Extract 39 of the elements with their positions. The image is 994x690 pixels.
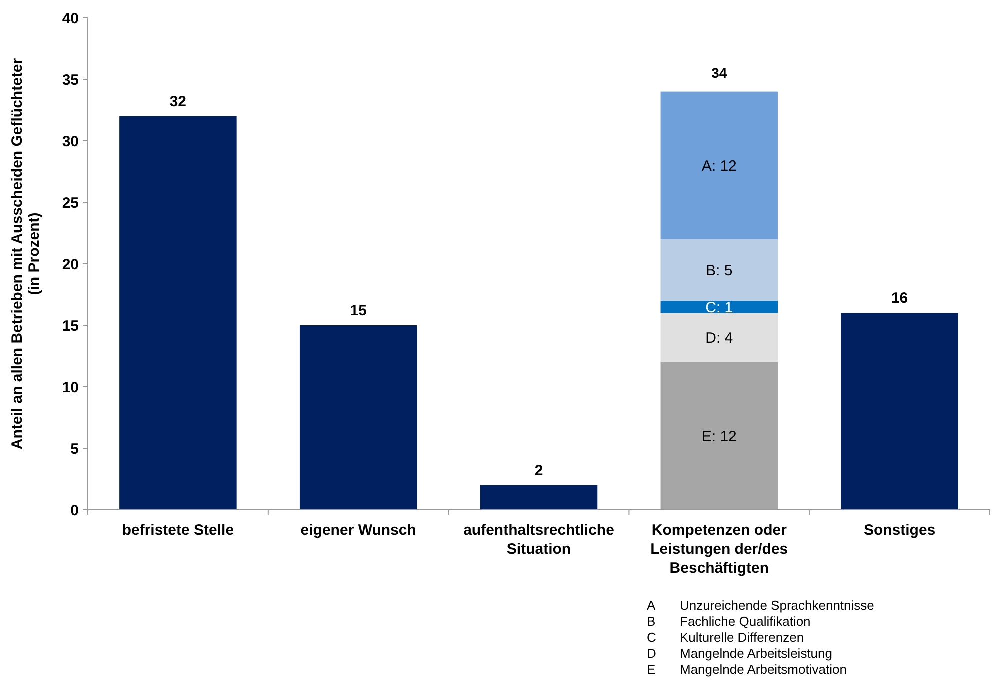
- text: C Kulturelle Differenzen: [647, 630, 804, 645]
- bar: [300, 326, 418, 510]
- text: D Mangelnde Arbeitsleistung: [647, 646, 832, 661]
- bar: [660, 313, 778, 362]
- x-tick-label: befristete Stelle: [122, 522, 234, 539]
- data-label: 32: [170, 93, 187, 110]
- bar: [660, 362, 778, 510]
- text: A Unzureichende Sprachkenntnisse: [647, 598, 874, 613]
- data-label: B: 5: [706, 262, 733, 280]
- total-label: 34: [712, 64, 728, 81]
- y-tick-label: 25: [62, 194, 79, 212]
- bar: [660, 92, 778, 240]
- data-label: A: 12: [702, 158, 737, 175]
- y-tick-label: 15: [62, 318, 79, 335]
- x-tick-label: eigener Wunsch: [300, 522, 416, 539]
- data-label: 16: [891, 290, 908, 308]
- x-tick-label: Sonstiges: [864, 522, 936, 539]
- data-label: E: 12: [702, 428, 737, 446]
- data-label: C: 1: [706, 299, 734, 316]
- text: B Fachliche Qualifikation: [647, 614, 811, 629]
- data-label: D: 4: [706, 330, 734, 348]
- y-tick-label: 10: [62, 379, 79, 396]
- bar: [120, 116, 237, 510]
- bar: [660, 300, 778, 314]
- y-tick-label: 35: [62, 72, 79, 89]
- y-tick-label: 20: [62, 256, 79, 274]
- y-tick-label: 0: [70, 502, 79, 520]
- y-tick-label: 30: [62, 133, 79, 150]
- text: E Mangelnde Arbeitsmotivation: [647, 662, 847, 677]
- x-tick-label: aufenthaltsrechtliche Situation: [464, 522, 614, 558]
- data-label: 15: [350, 302, 367, 320]
- data-label: 2: [534, 462, 544, 480]
- bar: [480, 485, 598, 510]
- y-tick-label: 5: [70, 440, 79, 458]
- y-tick-label: 40: [62, 10, 79, 28]
- bar: [660, 239, 778, 301]
- bar: [841, 313, 958, 510]
- y-axis-title: Anteil an allen Betrieben mit Ausscheiden Geflüchteter (in Prozent): [9, 58, 43, 450]
- x-tick-label: Kompetenzen oder Leistungen der/des Beschäftigten: [650, 522, 788, 577]
